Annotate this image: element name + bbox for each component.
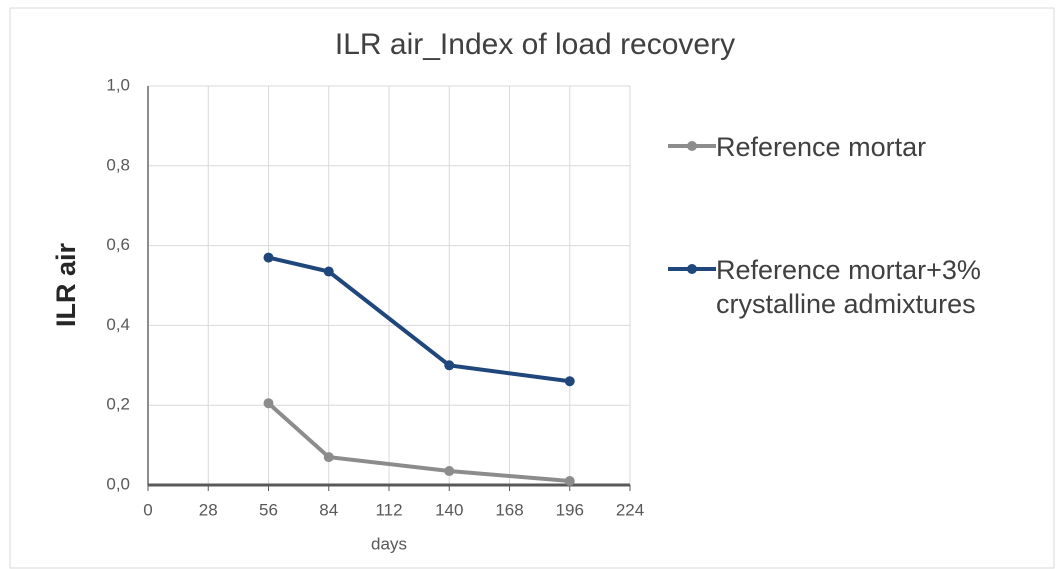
x-tick-label: 168 — [495, 500, 523, 519]
y-tick-label: 0,4 — [106, 315, 130, 334]
x-tick-label: 56 — [259, 500, 278, 519]
y-tick-label: 0,2 — [106, 395, 130, 414]
data-point — [263, 252, 274, 263]
y-tick-label: 0,6 — [106, 235, 130, 254]
x-tick-label: 140 — [435, 500, 463, 519]
y-axis-label: ILR air — [51, 243, 81, 328]
y-tick-label: 1,0 — [106, 75, 130, 94]
x-axis-label: days — [371, 534, 407, 553]
legend-entry: Reference mortar+3% crystalline admixtur… — [668, 253, 1046, 321]
y-tick-label: 0,0 — [106, 474, 130, 493]
x-tick-label: 84 — [319, 500, 338, 519]
legend-swatch — [668, 130, 716, 160]
chart-title: ILR air_Index of load recovery — [335, 28, 735, 61]
x-tick-label: 196 — [556, 500, 584, 519]
legend-swatch — [668, 253, 716, 283]
x-tick-label: 0 — [143, 500, 152, 519]
legend-label: Reference mortar — [716, 132, 927, 162]
legend-entry: Reference mortar — [668, 130, 1046, 164]
data-point — [323, 452, 334, 463]
chart-border — [9, 7, 1055, 569]
data-point — [444, 466, 455, 477]
series-line — [268, 255, 571, 384]
data-point — [564, 376, 575, 387]
x-tick-label: 112 — [375, 500, 402, 519]
y-tick-label: 0,8 — [106, 155, 130, 174]
series-line — [267, 401, 570, 484]
data-point — [263, 398, 274, 409]
x-tick-label: 224 — [616, 500, 644, 519]
data-point — [444, 360, 455, 371]
legend-label: Reference mortar+3% crystalline admixtur… — [716, 255, 981, 319]
x-tick-label: 28 — [199, 500, 218, 519]
data-point — [323, 266, 334, 277]
data-point — [564, 476, 575, 487]
